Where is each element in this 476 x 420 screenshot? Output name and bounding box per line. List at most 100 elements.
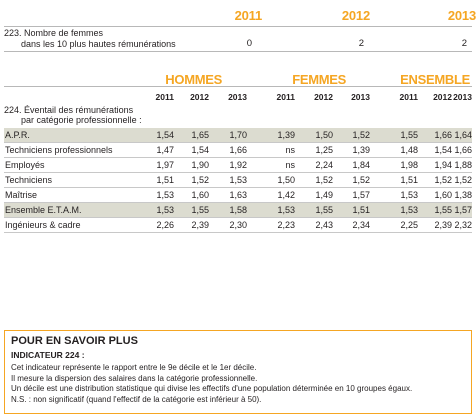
table-cell: 1,66	[454, 145, 472, 155]
table-cell: 1,98	[400, 160, 418, 170]
table-cell: 1,53	[400, 190, 418, 200]
table-cell: 1,54	[156, 130, 174, 140]
table-row: Employés 1,97 1,90 1,92 ns 2,24 1,84 1,98 1,94 1,…	[4, 158, 472, 173]
table-cell: 1,47	[156, 145, 174, 155]
table-cell: 1,42	[277, 190, 295, 200]
table-cell: 2,39	[434, 220, 452, 230]
table-cell: 1,50	[277, 175, 295, 185]
table-cell: 1,52	[315, 175, 333, 185]
table-cell: 1,84	[352, 160, 370, 170]
table-cell: 1,39	[277, 130, 295, 140]
table-cell: ns	[285, 160, 295, 170]
table-cell: 1,52	[191, 175, 209, 185]
table-cell: 2,32	[454, 220, 472, 230]
table-cell: 1,38	[454, 190, 472, 200]
info-line-1: Cet indicateur représente le rapport ent…	[11, 363, 257, 372]
info-box-title: POUR EN SAVOIR PLUS	[11, 335, 138, 347]
year-subheader: 2011	[399, 92, 418, 102]
row-label: Ensemble E.T.A.M.	[5, 205, 82, 215]
table-cell: 1,53	[229, 175, 247, 185]
indicator-223-line2: dans les 10 plus hautes rémunérations	[21, 39, 176, 49]
table-row: Ingénieurs & cadre 2,26 2,39 2,30 2,23 2,43 2,…	[4, 218, 472, 233]
year-subheader: 2012	[314, 92, 333, 102]
table-cell: 2,23	[277, 220, 295, 230]
group-header-hommes: HOMMES	[165, 72, 222, 87]
divider	[4, 26, 472, 27]
table-cell: 1,54	[191, 145, 209, 155]
table-cell: 1,63	[229, 190, 247, 200]
year-subheader: 2013	[351, 92, 370, 102]
table-cell: 1,90	[191, 160, 209, 170]
table-cell: 1,97	[156, 160, 174, 170]
indicator-223-line1: 223. Nombre de femmes	[4, 28, 104, 38]
salary-range-table: A.P.R. 1,54 1,65 1,70 1,39 1,50 1,52 1,55 1,66 1,…	[4, 128, 472, 233]
table-cell: 1,55	[191, 205, 209, 215]
table-cell: 1,52	[454, 175, 472, 185]
table-cell: 1,55	[315, 205, 333, 215]
year-header-2011: 2011	[234, 8, 263, 23]
table-cell: 1,64	[454, 130, 472, 140]
indicator-223-value-2011: 0	[246, 38, 252, 49]
table-cell: 2,25	[400, 220, 418, 230]
table-cell: 1,49	[315, 190, 333, 200]
table-cell: 1,48	[400, 145, 418, 155]
indicator-224-line1: 224. Éventail des rémunérations	[4, 105, 134, 115]
year-subheader: 2012	[433, 92, 452, 102]
year-header-2012: 2012	[341, 8, 370, 23]
table-cell: 1,54	[434, 145, 452, 155]
year-subheader: 2012	[190, 92, 209, 102]
table-cell: 1,53	[400, 205, 418, 215]
table-cell: 1,25	[315, 145, 333, 155]
table-cell: 2,30	[229, 220, 247, 230]
table-row: Maîtrise 1,53 1,60 1,63 1,42 1,49 1,57 1,53 1,60…	[4, 188, 472, 203]
info-line-2: Il mesure la dispersion des salaires dan…	[11, 373, 258, 383]
divider	[4, 51, 472, 52]
row-label: Employés	[5, 160, 45, 170]
group-header-femmes: FEMMES	[292, 72, 346, 87]
table-cell: 1,88	[454, 160, 472, 170]
table-cell: 1,52	[434, 175, 452, 185]
row-label: Techniciens professionnels	[5, 145, 113, 155]
divider	[4, 86, 472, 87]
table-cell: 2,43	[315, 220, 333, 230]
table-cell: 1,53	[156, 205, 174, 215]
row-label: A.P.R.	[5, 130, 30, 140]
table-row: Ensemble E.T.A.M. 1,53 1,55 1,58 1,53 1,55 1,5…	[4, 203, 472, 218]
table-cell: 1,70	[229, 130, 247, 140]
year-subheader: 2013	[228, 92, 247, 102]
year-subheader: 2011	[155, 92, 174, 102]
table-cell: 1,58	[229, 205, 247, 215]
indicator-224-label: 224. Éventail des rémunérations par caté…	[4, 105, 142, 125]
table-cell: 1,52	[352, 175, 370, 185]
table-cell: 1,53	[277, 205, 295, 215]
indicator-223-value-2013: 2	[461, 38, 467, 49]
year-subheader: 2011	[276, 92, 295, 102]
table-cell: 1,50	[315, 130, 333, 140]
table-cell: 1,94	[434, 160, 452, 170]
info-box-subtitle: INDICATEUR 224 :	[11, 350, 85, 360]
table-cell: 1,51	[352, 205, 370, 215]
table-cell: 1,52	[352, 130, 370, 140]
info-line-3: Un décile est une distribution statistiq…	[11, 384, 413, 393]
table-cell: 1,55	[434, 205, 452, 215]
table-cell: 1,92	[229, 160, 247, 170]
indicator-223-value-2012: 2	[358, 38, 364, 49]
table-cell: 1,66	[434, 130, 452, 140]
table-cell: 1,39	[352, 145, 370, 155]
table-cell: 1,53	[156, 190, 174, 200]
row-label: Techniciens	[5, 175, 53, 185]
info-box: POUR EN SAVOIR PLUS INDICATEUR 224 : Cet…	[4, 330, 472, 414]
table-cell: 1,65	[191, 130, 209, 140]
table-cell: ns	[285, 145, 295, 155]
table-cell: 1,55	[400, 130, 418, 140]
table-cell: 1,51	[400, 175, 418, 185]
year-header-2013: 2013	[447, 8, 476, 23]
table-cell: 1,57	[352, 190, 370, 200]
table-cell: 2,24	[315, 160, 333, 170]
table-cell: 2,26	[156, 220, 174, 230]
table-cell: 2,34	[352, 220, 370, 230]
table-cell: 1,60	[434, 190, 452, 200]
info-line-4: N.S. : non significatif (quand l'effecti…	[11, 394, 262, 404]
year-subheader: 2013	[453, 92, 472, 102]
indicator-223-label: 223. Nombre de femmes dans les 10 plus h…	[4, 28, 176, 50]
